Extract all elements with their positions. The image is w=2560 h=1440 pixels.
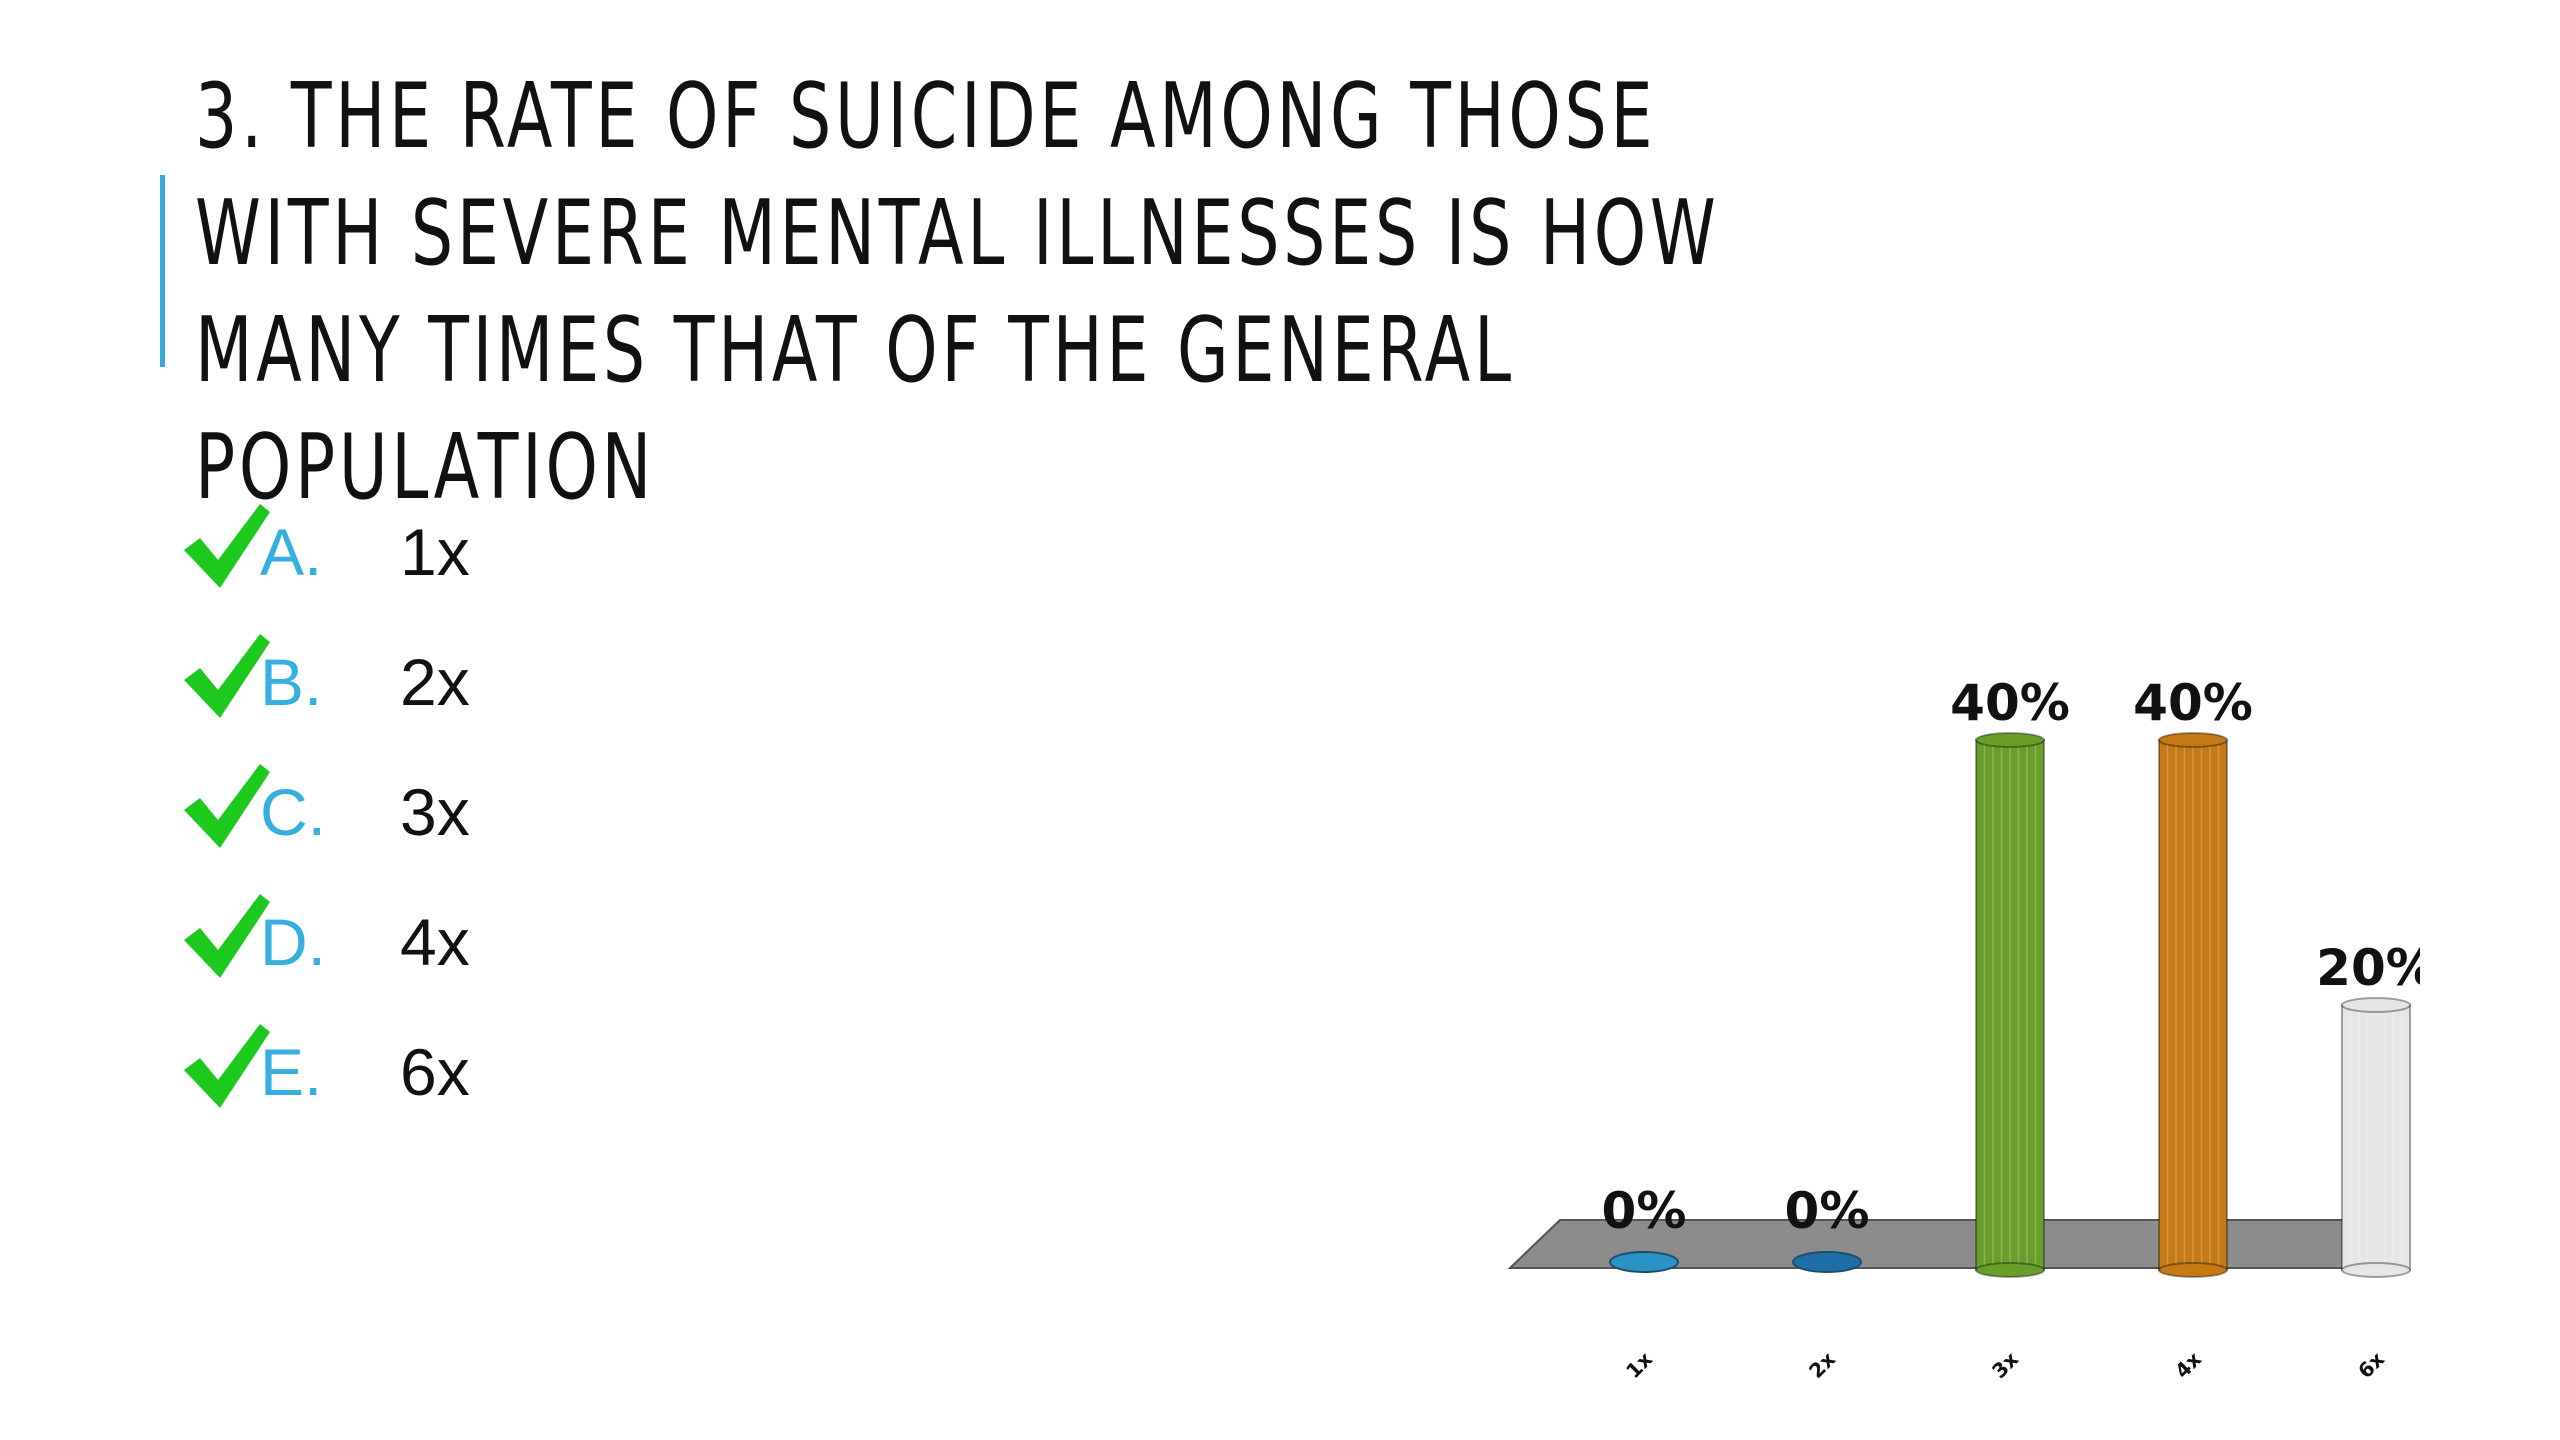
answer-option-a: A. 1x [180, 480, 470, 610]
chart-value-label: 20% [2316, 939, 2420, 997]
option-letter: A. [260, 515, 323, 589]
option-text: 3x [400, 775, 470, 849]
option-letter: C. [260, 775, 326, 849]
option-text: 6x [400, 1035, 470, 1109]
chart-value-label: 40% [2133, 674, 2253, 732]
chart-bar-1x [1609, 1251, 1679, 1273]
option-text: 2x [400, 645, 470, 719]
chart-bar-2x [1792, 1251, 1862, 1273]
chart-category-label: 6x [2353, 1347, 2389, 1383]
option-text: 1x [400, 515, 470, 589]
checkmark-icon [184, 1024, 270, 1108]
option-letter: D. [260, 905, 326, 979]
chart-category-label: 3x [1987, 1347, 2023, 1383]
answer-option-b: B. 2x [180, 610, 470, 740]
chart-category-label: 2x [1804, 1347, 1840, 1383]
chart-bar-6x [2341, 997, 2411, 1278]
chart-category-labels: 1x 2x 3x 4x 6x [1621, 1347, 2389, 1383]
chart-bar-3x [1975, 732, 2045, 1278]
chart-value-labels: 0% 0% 40% 40% 20% [1602, 674, 2420, 1240]
answer-option-c: C. 3x [180, 740, 470, 870]
option-letter: B. [260, 645, 323, 719]
chart-value-label: 0% [1785, 1182, 1870, 1240]
option-letter: E. [260, 1035, 323, 1109]
option-text: 4x [400, 905, 470, 979]
chart-category-label: 1x [1621, 1347, 1657, 1383]
slide-title: 3. THE RATE OF SUICIDE AMONG THOSE WITH … [195, 64, 1720, 520]
checkmark-icon [184, 504, 270, 588]
chart-value-label: 0% [1602, 1182, 1687, 1240]
poll-results-chart: 0% 0% 40% 40% 20% 1x 2x 3x 4x 6x [1507, 674, 2420, 1383]
chart-bar-4x [2158, 732, 2228, 1278]
chart-value-label: 40% [1950, 674, 2070, 732]
checkmark-icon [184, 894, 270, 978]
chart-bars [1609, 732, 2411, 1278]
checkmark-icon [184, 764, 270, 848]
answer-option-e: E. 6x [180, 1000, 470, 1130]
title-accent-line [160, 175, 165, 367]
answer-options-list: A. 1x B. 2x C. 3x D. 4x [180, 480, 470, 1130]
chart-category-label: 4x [2170, 1347, 2206, 1383]
checkmark-icon [184, 634, 270, 718]
answer-option-d: D. 4x [180, 870, 470, 1000]
